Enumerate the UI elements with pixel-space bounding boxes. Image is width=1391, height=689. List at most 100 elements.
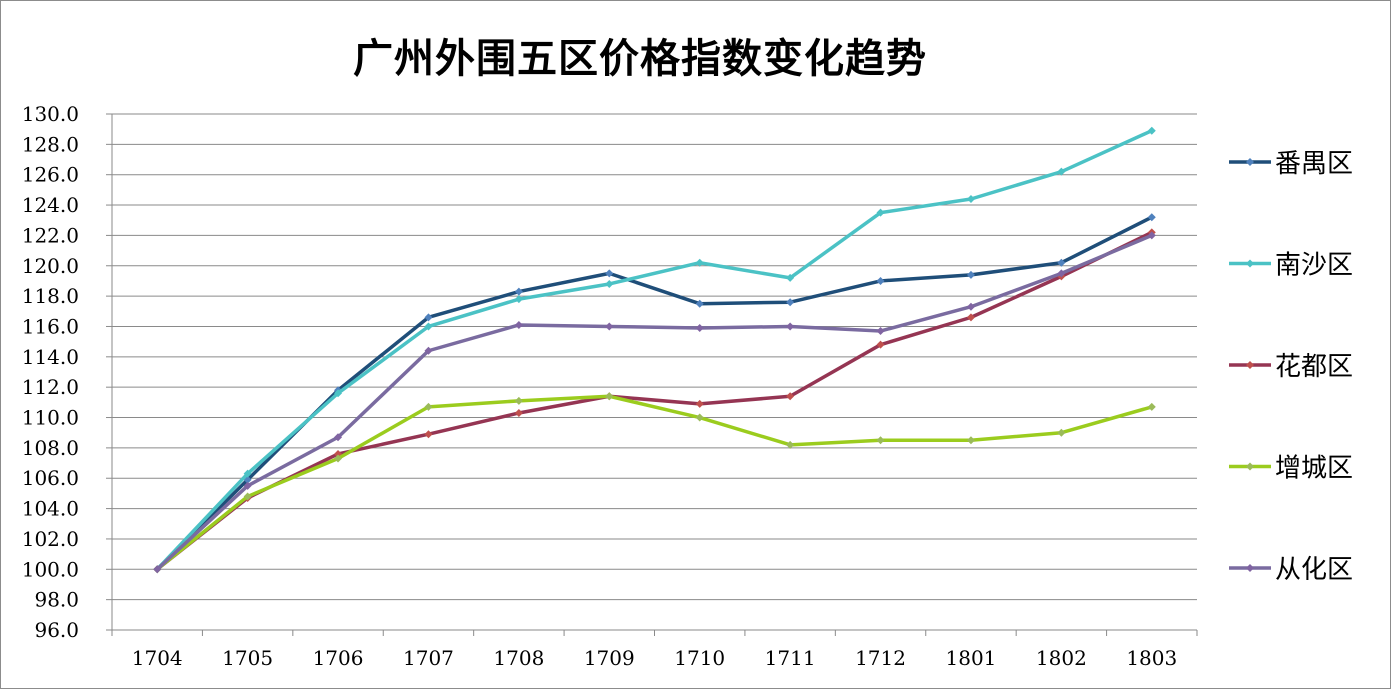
y-tick-labels: 96.0 98.0 100.0 102.0 104.0 106.0 108.0 110.0 11… bbox=[22, 102, 79, 642]
legend-label: 南沙区 bbox=[1275, 251, 1353, 281]
legend-label: 增城区 bbox=[1275, 454, 1353, 484]
y-tick-label: 130.0 bbox=[22, 102, 79, 126]
x-tick-label: 1711 bbox=[765, 646, 816, 670]
data-point bbox=[1147, 126, 1156, 135]
series-line-4 bbox=[156, 233, 1153, 571]
data-point bbox=[514, 408, 523, 417]
data-point bbox=[876, 436, 885, 445]
data-point bbox=[514, 320, 523, 329]
y-tick-label: 124.0 bbox=[22, 193, 79, 217]
x-tick-label: 1709 bbox=[584, 646, 635, 670]
data-point bbox=[1057, 428, 1066, 437]
data-point bbox=[605, 392, 614, 401]
y-tick-label: 112.0 bbox=[22, 375, 79, 399]
data-point bbox=[605, 269, 614, 278]
series-line-1 bbox=[155, 129, 1153, 571]
data-point bbox=[605, 322, 614, 331]
data-point bbox=[1057, 167, 1066, 176]
data-point bbox=[786, 298, 795, 307]
x-tick-label: 1801 bbox=[946, 646, 997, 670]
y-tick-label: 116.0 bbox=[22, 314, 79, 338]
y-tick-label: 106.0 bbox=[22, 466, 79, 490]
y-tick-label: 98.0 bbox=[34, 588, 79, 612]
y-tick-label: 104.0 bbox=[22, 497, 79, 521]
series-lines bbox=[153, 126, 1156, 574]
data-point bbox=[966, 436, 975, 445]
y-tick-label: 126.0 bbox=[22, 163, 79, 187]
data-point bbox=[243, 469, 252, 478]
data-point bbox=[695, 413, 704, 422]
data-point bbox=[695, 299, 704, 308]
data-point bbox=[1057, 258, 1066, 267]
data-point bbox=[786, 273, 795, 282]
y-tick-label: 128.0 bbox=[22, 132, 79, 156]
y-tick-label: 118.0 bbox=[22, 284, 79, 308]
data-point bbox=[424, 346, 433, 355]
data-point bbox=[424, 430, 433, 439]
data-point bbox=[243, 481, 252, 490]
data-point bbox=[1147, 402, 1156, 411]
data-point bbox=[514, 287, 523, 296]
x-tick-label: 1706 bbox=[313, 646, 364, 670]
data-point bbox=[966, 270, 975, 279]
data-point bbox=[605, 279, 614, 288]
y-tick-label: 102.0 bbox=[22, 527, 79, 551]
data-point bbox=[876, 327, 885, 336]
data-point bbox=[695, 323, 704, 332]
x-tick-label: 1803 bbox=[1126, 646, 1177, 670]
y-tick-label: 96.0 bbox=[34, 618, 79, 642]
chart-title: 广州外围五区价格指数变化趋势 bbox=[353, 36, 927, 82]
data-point bbox=[786, 440, 795, 449]
data-point bbox=[695, 258, 704, 267]
data-point bbox=[786, 392, 795, 401]
data-point bbox=[243, 492, 252, 501]
data-point bbox=[153, 565, 162, 574]
legend-label: 从化区 bbox=[1275, 555, 1353, 585]
legend-marker bbox=[1246, 564, 1254, 572]
y-tick-label: 108.0 bbox=[22, 436, 79, 460]
data-point bbox=[876, 276, 885, 285]
x-tick-label: 1712 bbox=[855, 646, 906, 670]
data-point bbox=[424, 322, 433, 331]
x-tick-labels: 1704 1705 1706 1707 1708 1709 1710 1711 1712 1801… bbox=[132, 646, 1177, 670]
x-tick-label: 1710 bbox=[674, 646, 725, 670]
series-line-3 bbox=[156, 394, 1153, 571]
data-point bbox=[876, 340, 885, 349]
data-point bbox=[966, 313, 975, 322]
data-point bbox=[424, 402, 433, 411]
data-point bbox=[1147, 231, 1156, 240]
data-point bbox=[786, 322, 795, 331]
data-point bbox=[334, 433, 343, 442]
series-line-2 bbox=[156, 230, 1153, 571]
x-tick-label: 1707 bbox=[403, 646, 454, 670]
y-tick-label: 110.0 bbox=[22, 406, 79, 430]
y-tick-label: 122.0 bbox=[22, 223, 79, 247]
gridlines bbox=[112, 113, 1197, 601]
data-point bbox=[424, 313, 433, 322]
legend-marker bbox=[1246, 361, 1254, 369]
data-point bbox=[1147, 213, 1156, 222]
legend-marker bbox=[1246, 259, 1254, 268]
data-point bbox=[1057, 269, 1066, 278]
y-tick-label: 114.0 bbox=[22, 345, 79, 369]
x-tick-label: 1708 bbox=[493, 646, 544, 670]
y-tick-label: 120.0 bbox=[22, 254, 79, 278]
y-tick-label: 100.0 bbox=[22, 557, 79, 581]
data-point bbox=[695, 399, 704, 408]
data-point bbox=[966, 302, 975, 311]
data-point bbox=[334, 454, 343, 463]
legend-label: 番禺区 bbox=[1275, 149, 1353, 179]
x-tick-label: 1704 bbox=[132, 646, 183, 670]
legend-marker bbox=[1246, 462, 1254, 471]
data-point bbox=[514, 295, 523, 304]
data-point bbox=[514, 396, 523, 405]
legend-label: 花都区 bbox=[1275, 352, 1353, 382]
legend-marker bbox=[1246, 158, 1254, 166]
data-point bbox=[876, 208, 885, 217]
data-point bbox=[334, 389, 343, 398]
axes bbox=[106, 113, 1198, 636]
x-tick-label: 1705 bbox=[222, 646, 273, 670]
